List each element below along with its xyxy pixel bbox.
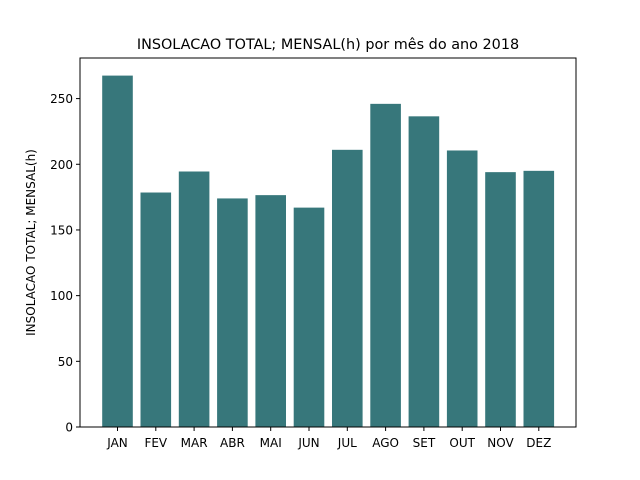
bar-jan	[102, 75, 133, 427]
x-tick-label: JAN	[106, 436, 128, 450]
x-tick-label: NOV	[487, 436, 514, 450]
y-tick-label: 200	[50, 158, 73, 172]
x-axis: JAN FEV MAR ABR MAI JUN JUL AGO SET OUT NOV DEZ	[106, 427, 551, 450]
x-tick-label: FEV	[144, 436, 167, 450]
x-tick-label: DEZ	[526, 436, 551, 450]
bars-group	[102, 75, 555, 428]
chart-title: INSOLACAO TOTAL; MENSAL(h) por mês do an…	[137, 37, 519, 53]
y-tick-label: 150	[50, 223, 73, 237]
y-axis: 0 50 100 150 200 250	[50, 92, 80, 435]
y-tick-label: 50	[58, 355, 73, 369]
bar-out	[446, 150, 478, 428]
x-tick-label: MAI	[260, 436, 282, 450]
y-axis-label: INSOLACAO TOTAL; MENSAL(h)	[24, 149, 38, 336]
bar-mar	[178, 171, 210, 427]
y-tick-label: 100	[50, 289, 73, 303]
bar-dez	[523, 170, 555, 427]
bar-ago	[370, 103, 401, 427]
x-tick-label: OUT	[449, 436, 475, 450]
x-tick-label: JUL	[337, 436, 357, 450]
y-tick-label: 250	[50, 92, 73, 106]
bar-jun	[293, 207, 325, 427]
x-tick-label: MAR	[181, 436, 208, 450]
x-tick-label: ABR	[220, 436, 245, 450]
x-tick-label: AGO	[372, 436, 399, 450]
bar-set	[408, 116, 440, 427]
bar-mai	[255, 195, 286, 427]
x-tick-label: JUN	[297, 436, 319, 450]
bar-fev	[140, 192, 172, 427]
bar-abr	[217, 198, 248, 427]
plot-frame	[79, 57, 577, 428]
bar-jul	[332, 149, 363, 427]
y-tick-label: 0	[65, 421, 73, 435]
bar-nov	[485, 172, 516, 427]
x-tick-label: SET	[413, 436, 436, 450]
